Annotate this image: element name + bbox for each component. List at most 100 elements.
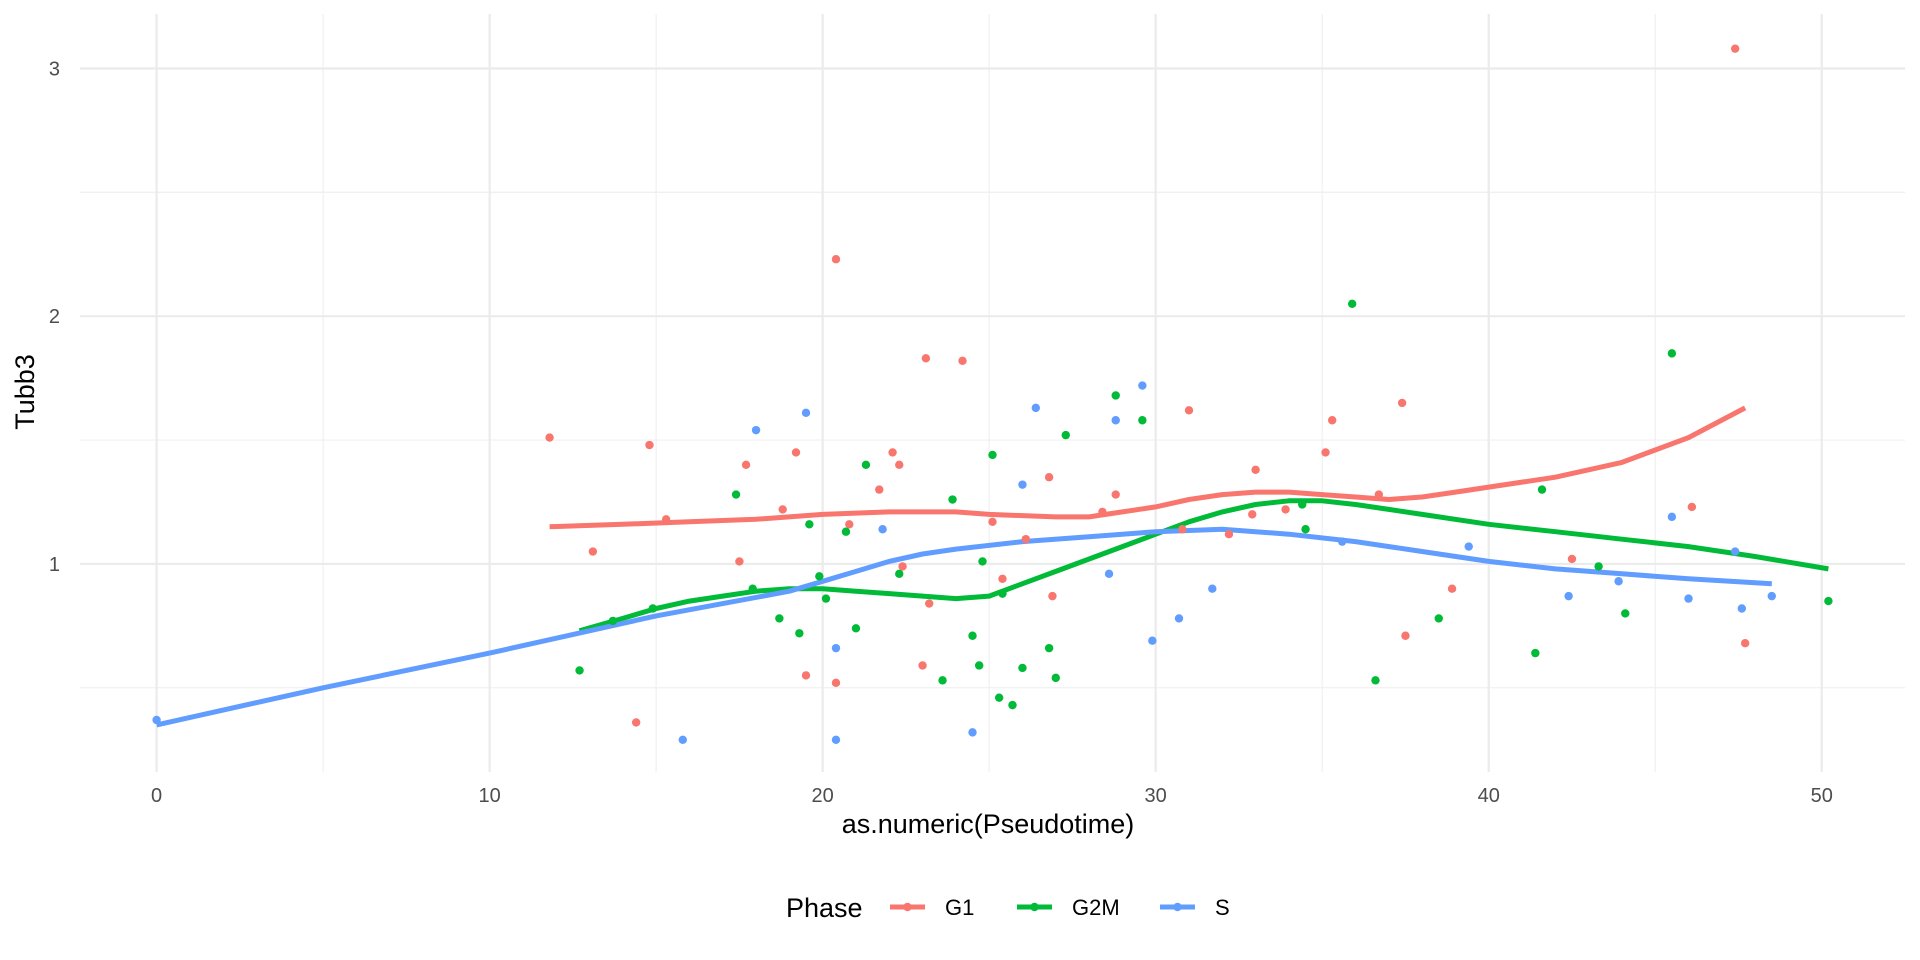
- data-point-s: [801, 408, 811, 418]
- legend-title: Phase: [786, 893, 863, 923]
- data-point-g2m: [895, 569, 904, 579]
- data-point-g2m: [1434, 614, 1443, 623]
- data-point-g2m: [1018, 663, 1027, 673]
- data-point-g1: [791, 448, 801, 457]
- data-point-g1: [895, 460, 904, 470]
- data-point-s: [1564, 591, 1573, 601]
- data-point-g1: [1224, 529, 1234, 539]
- data-point-g1: [1281, 505, 1290, 514]
- data-point-g2m: [1301, 525, 1310, 534]
- data-point-g2m: [861, 460, 871, 470]
- data-points: [152, 44, 1833, 744]
- legend: Phase G1 G2M S: [786, 893, 1230, 923]
- data-point-g1: [1184, 406, 1194, 415]
- data-point-g2m: [815, 572, 824, 581]
- data-point-g2m: [994, 693, 1004, 702]
- data-point-g1: [645, 440, 654, 450]
- grid: [80, 14, 1905, 772]
- data-point-s: [1464, 542, 1473, 551]
- data-point-g2m: [978, 557, 987, 566]
- data-point-g1: [735, 557, 744, 566]
- data-point-g2m: [731, 490, 741, 499]
- data-point-g2m: [1061, 430, 1070, 440]
- data-point-g2m: [648, 604, 658, 613]
- data-point-s: [678, 735, 687, 744]
- data-point-g1: [545, 433, 554, 442]
- data-point-g1: [1178, 525, 1187, 534]
- data-point-g2m: [1111, 391, 1120, 400]
- data-point-g2m: [805, 520, 814, 529]
- data-point-g2m: [841, 527, 851, 536]
- y-axis-title: Tubb3: [10, 354, 40, 430]
- data-point-g1: [831, 255, 841, 264]
- x-tick-label: 40: [1478, 785, 1500, 807]
- data-point-g1: [925, 599, 934, 608]
- x-axis-ticks: 0 10 20 30 40 50: [151, 785, 1833, 807]
- data-point-g2m: [1594, 562, 1603, 571]
- data-point-s: [1614, 577, 1623, 586]
- y-tick-label: 1: [49, 554, 60, 576]
- data-point-g2m: [821, 594, 831, 603]
- data-point-g2m: [795, 629, 804, 638]
- data-point-g2m: [1008, 700, 1017, 710]
- data-point-g2m: [1621, 609, 1630, 618]
- data-point-s: [878, 525, 887, 534]
- data-point-s: [1018, 480, 1027, 489]
- data-point-g2m: [968, 631, 977, 640]
- data-point-g1: [831, 678, 841, 688]
- data-point-g1: [588, 547, 598, 556]
- data-point-s: [1737, 604, 1747, 613]
- data-point-g2m: [748, 584, 757, 593]
- data-point-g2m: [1371, 676, 1380, 685]
- data-point-g1: [1401, 631, 1410, 640]
- data-point-g2m: [1298, 500, 1307, 509]
- data-point-g2m: [608, 616, 618, 626]
- data-point-s: [152, 715, 161, 725]
- data-point-g2m: [1044, 643, 1054, 653]
- legend-key-point-g1: [903, 902, 912, 912]
- data-point-g1: [631, 718, 641, 727]
- x-axis-title: as.numeric(Pseudotime): [842, 809, 1135, 839]
- data-point-g2m: [988, 450, 997, 460]
- data-point-s: [1148, 636, 1157, 645]
- data-point-g1: [1687, 502, 1697, 512]
- y-tick-label: 2: [49, 306, 60, 328]
- data-point-g2m: [1051, 673, 1060, 683]
- data-point-s: [1208, 584, 1217, 593]
- legend-key-point-s: [1173, 902, 1182, 912]
- data-point-g1: [1111, 490, 1120, 499]
- data-point-s: [1174, 614, 1184, 623]
- x-tick-label: 50: [1811, 785, 1833, 807]
- data-point-g2m: [1138, 416, 1147, 425]
- data-point-g1: [1327, 416, 1337, 425]
- data-point-g1: [921, 354, 931, 363]
- data-point-g1: [1248, 510, 1257, 519]
- data-point-g2m: [775, 614, 784, 623]
- data-point-s: [1111, 416, 1120, 425]
- data-point-g1: [1044, 473, 1054, 482]
- data-point-s: [1767, 591, 1776, 601]
- data-point-g2m: [938, 676, 947, 685]
- data-point-g1: [1021, 534, 1031, 544]
- legend-key-point-g2m: [1030, 902, 1039, 912]
- data-point-g2m: [998, 589, 1007, 598]
- data-point-g2m: [1824, 596, 1833, 606]
- data-point-g1: [1251, 465, 1260, 474]
- data-point-g1: [888, 448, 897, 457]
- data-point-g1: [1048, 591, 1057, 601]
- data-point-g1: [1321, 448, 1330, 457]
- data-point-g2m: [1347, 299, 1357, 309]
- data-point-s: [1138, 381, 1147, 390]
- data-point-g1: [998, 574, 1007, 583]
- legend-label-g1: G1: [945, 895, 974, 920]
- y-axis-ticks: 1 2 3: [49, 58, 60, 575]
- data-point-g1: [661, 515, 671, 524]
- data-point-g1: [875, 485, 884, 494]
- data-point-s: [1730, 547, 1740, 556]
- smooth-line-g1: [549, 405, 1747, 530]
- data-point-g2m: [575, 666, 584, 675]
- x-tick-label: 20: [812, 785, 834, 807]
- data-point-g1: [988, 517, 997, 527]
- data-point-s: [1684, 594, 1693, 603]
